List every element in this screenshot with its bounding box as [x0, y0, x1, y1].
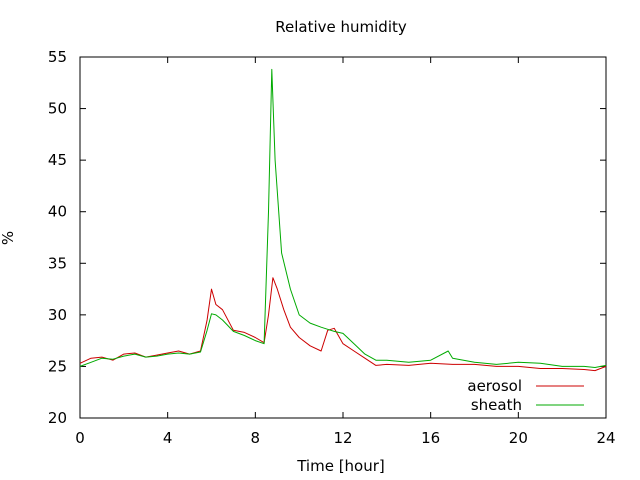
- y-axis-label: %: [0, 231, 17, 245]
- y-tick-label: 50: [48, 100, 67, 118]
- legend-label-aerosol: aerosol: [467, 377, 522, 395]
- y-tick-label: 45: [48, 151, 67, 169]
- x-tick-label: 4: [163, 429, 173, 447]
- x-tick-label: 0: [75, 429, 85, 447]
- x-tick-label: 8: [251, 429, 261, 447]
- y-tick-label: 20: [48, 409, 67, 427]
- series-line-sheath: [79, 68, 607, 368]
- x-axis-label: Time [hour]: [296, 457, 385, 475]
- x-tick-label: 16: [421, 429, 440, 447]
- y-tick-label: 30: [48, 306, 67, 324]
- x-tick-label: 20: [509, 429, 528, 447]
- legend-label-sheath: sheath: [471, 396, 522, 414]
- chart-title: Relative humidity: [275, 18, 407, 36]
- y-tick-label: 40: [48, 203, 67, 221]
- x-tick-label: 12: [333, 429, 352, 447]
- series-line-aerosol: [79, 277, 607, 372]
- plot-frame: [79, 56, 607, 419]
- x-tick-label: 24: [596, 429, 615, 447]
- y-tick-label: 25: [48, 357, 67, 375]
- y-tick-label: 55: [48, 48, 67, 66]
- y-tick-label: 35: [48, 254, 67, 272]
